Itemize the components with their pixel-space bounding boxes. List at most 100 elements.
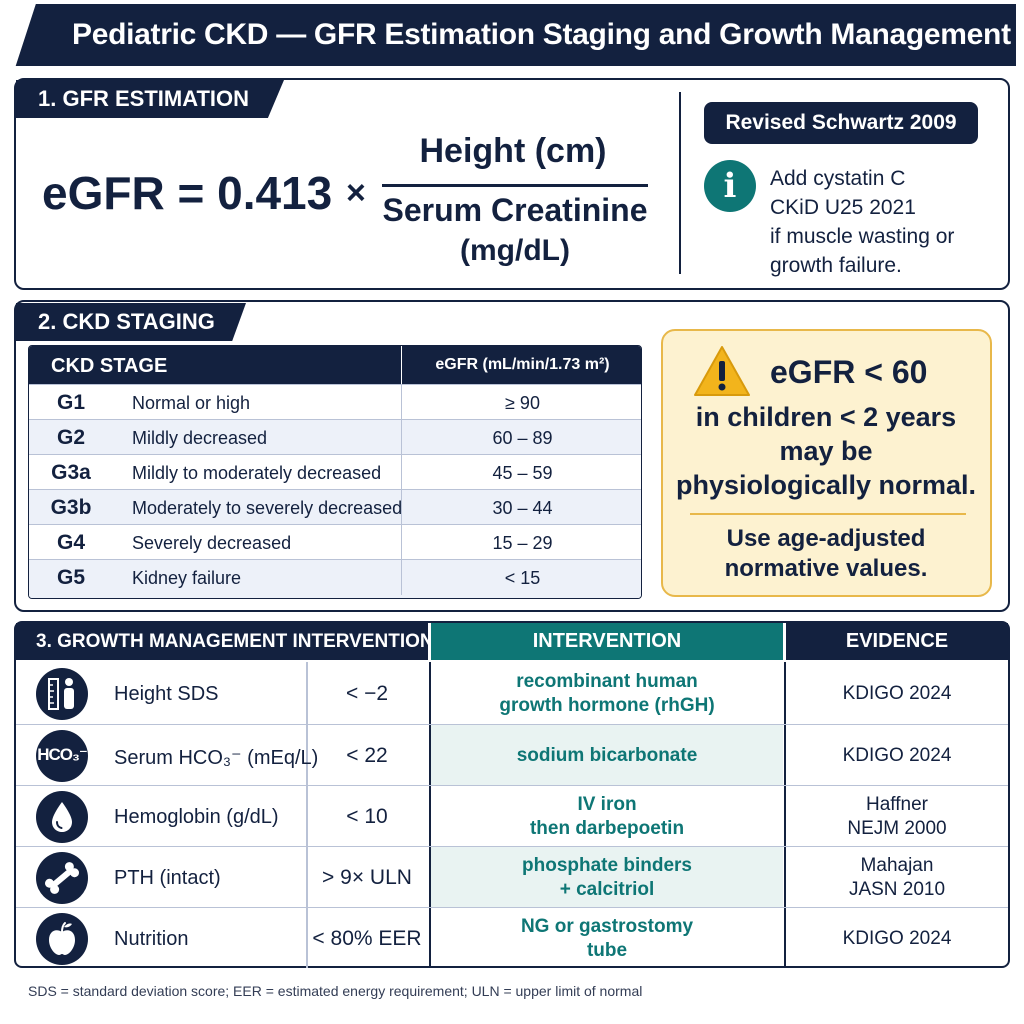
table-row: HCO₃⁻ Serum HCO₃⁻ (mEq/L) < 22 sodium bi… (16, 724, 1008, 786)
title-bar: Pediatric CKD — GFR Estimation Staging a… (0, 0, 1024, 72)
parameter-label: Height SDS (114, 683, 219, 705)
table-row: G1 Normal or high ≥ 90 (29, 384, 641, 420)
intervention-line: phosphate binders (522, 854, 692, 876)
table-row: G2 Mildly decreased 60 – 89 (29, 419, 641, 455)
footnote: SDS = standard deviation score; EER = es… (28, 983, 643, 999)
stage-code: G3b (50, 496, 92, 519)
stage-egfr: 15 – 29 (401, 525, 641, 560)
col-header-egfr: eGFR (mL/min/1.73 m²) (401, 346, 641, 384)
threshold-value: < 10 (346, 805, 388, 828)
note-line: growth failure. (770, 254, 902, 277)
parameter-label: Nutrition (114, 928, 189, 950)
evidence-cell: KDIGO 2024 (786, 725, 1008, 786)
growth-management-panel (14, 621, 1010, 968)
parameter-label: Serum HCO₃⁻ (mEq/L) (114, 747, 319, 769)
intervention-line: IV iron (577, 793, 637, 815)
stage-egfr: < 15 (401, 560, 641, 595)
table-row: PTH (intact) > 9× ULN phosphate binders … (16, 846, 1008, 908)
evidence-line: KDIGO 2024 (842, 682, 952, 704)
formula-lhs: eGFR = 0.413 (42, 167, 333, 219)
table-row: Nutrition < 80% EER NG or gastrostomy tu… (16, 907, 1008, 968)
intervention-line: sodium bicarbonate (516, 744, 698, 766)
warning-line: physiologically normal. (675, 470, 977, 500)
intervention-line: tube (586, 939, 628, 961)
parameter-label: Hemoglobin (g/dL) (114, 806, 279, 828)
bone-icon (36, 852, 88, 904)
stage-code: G5 (56, 566, 85, 589)
stage-egfr: ≥ 90 (401, 385, 641, 420)
intervention-line: recombinant human (516, 670, 698, 692)
cystatin-note: Add cystatin C CKiD U25 2021 if muscle w… (770, 164, 1000, 280)
note-line: if muscle wasting or (770, 225, 955, 248)
formula-numerator: Height (cm) (419, 132, 607, 170)
page-title: Pediatric CKD — GFR Estimation Staging a… (72, 18, 1011, 51)
evidence-cell: KDIGO 2024 (786, 663, 1008, 724)
evidence-cell: Mahajan JASN 2010 (786, 847, 1008, 908)
threshold-value: < −2 (345, 682, 389, 705)
table-row: G3a Mildly to moderately decreased 45 – … (29, 454, 641, 490)
evidence-line: Mahajan (860, 854, 934, 876)
evidence-line: JASN 2010 (848, 878, 946, 900)
section-3-heading: 3. GROWTH MANAGEMENT INTERVENTIONS (16, 623, 446, 660)
col-header-intervention: INTERVENTION (431, 623, 783, 660)
threshold-value: > 9× ULN (322, 866, 412, 889)
height-measure-icon (36, 668, 88, 720)
warning-line: in children < 2 years (695, 402, 957, 432)
evidence-cell: Haffner NEJM 2000 (786, 786, 1008, 847)
note-line: CKiD U25 2021 (770, 196, 916, 219)
stage-description: Kidney failure (132, 568, 242, 588)
info-icon (704, 160, 756, 212)
stage-egfr: 30 – 44 (401, 490, 641, 525)
col-header-evidence: EVIDENCE (786, 623, 1008, 660)
evidence-line: Haffner (866, 793, 928, 815)
schwartz-badge: Revised Schwartz 2009 (704, 102, 978, 144)
bicarbonate-icon-label: HCO₃⁻ (37, 745, 88, 764)
intervention-line: + calcitriol (559, 878, 655, 900)
stage-code: G3a (51, 461, 91, 484)
evidence-line: KDIGO 2024 (842, 927, 952, 949)
intervention-cell: sodium bicarbonate (431, 725, 783, 786)
warning-footer: Use age-adjusted normative values. (671, 524, 981, 584)
stage-description: Severely decreased (132, 533, 292, 553)
table-row: Hemoglobin (g/dL) < 10 IV iron then darb… (16, 785, 1008, 846)
column-divider (784, 662, 786, 968)
intervention-cell: phosphate binders + calcitriol (431, 847, 783, 908)
evidence-line: NEJM 2000 (847, 817, 947, 839)
table-row: G5 Kidney failure < 15 (29, 559, 641, 598)
stage-description: Normal or high (132, 393, 251, 413)
stage-code: G1 (56, 391, 85, 414)
stage-egfr: 60 – 89 (401, 420, 641, 455)
intervention-line: growth hormone (rhGH) (499, 694, 715, 716)
intervention-line: then darbepoetin (529, 817, 685, 839)
threshold-value: < 80% EER (312, 927, 422, 950)
section-1-divider (679, 92, 681, 274)
intervention-cell: NG or gastrostomy tube (431, 908, 783, 969)
note-line: Add cystatin C (770, 167, 906, 190)
evidence-line: KDIGO 2024 (842, 744, 952, 766)
warning-body: in children < 2 years may be physiologic… (671, 400, 981, 502)
warning-divider (690, 513, 966, 515)
warning-line: may be (779, 436, 873, 466)
section-1-heading: 1. GFR ESTIMATION (16, 80, 284, 118)
intervention-cell: IV iron then darbepoetin (431, 786, 783, 847)
stage-egfr: 45 – 59 (401, 455, 641, 490)
column-divider (306, 662, 308, 968)
warning-heading: eGFR < 60 (770, 354, 928, 390)
section-2-heading: 2. CKD STAGING (16, 303, 246, 341)
stage-code: G2 (56, 426, 85, 449)
warning-footer-line: normative values. (724, 555, 928, 582)
table-row: G3b Moderately to severely decreased 30 … (29, 489, 641, 525)
formula-denominator: Serum Creatinine (382, 192, 648, 228)
bicarbonate-icon: HCO₃⁻ (36, 730, 88, 782)
table-header: CKD STAGE eGFR (mL/min/1.73 m²) (29, 346, 641, 384)
formula-denominator-unit: (mg/dL) (460, 234, 570, 267)
blood-drop-icon (36, 791, 88, 843)
intervention-line: NG or gastrostomy (520, 915, 694, 937)
ckd-stage-table: CKD STAGE eGFR (mL/min/1.73 m²) G1 Norma… (28, 345, 642, 599)
column-divider (429, 662, 431, 968)
stage-description: Moderately to severely decreased (132, 498, 403, 518)
stage-description: Mildly to moderately decreased (132, 463, 382, 483)
parameter-label: PTH (intact) (114, 867, 221, 889)
table-row: Height SDS < −2 recombinant human growth… (16, 663, 1008, 724)
intervention-cell: recombinant human growth hormone (rhGH) (431, 663, 783, 724)
